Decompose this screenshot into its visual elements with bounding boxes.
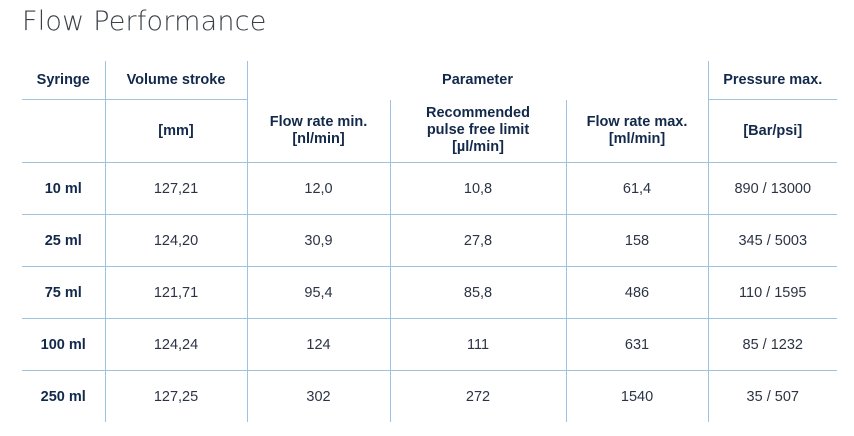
cell-pulse: 111 [389, 318, 566, 371]
cell-flow-min: 30,9 [246, 214, 390, 267]
cell-syringe: 75 ml [22, 266, 105, 319]
cell-flow-min: 95,4 [246, 266, 390, 319]
cell-stroke: 127,21 [104, 162, 247, 215]
header-unit-mm: [mm] [104, 99, 247, 163]
header-pulse-unit: [µl/min] [452, 139, 504, 156]
header-flow-max-label: Flow rate max. [586, 113, 688, 130]
header-flow-min-label: Flow rate min. [269, 113, 368, 130]
header-pulse-free-limit: Recommended pulse free limit [µl/min] [389, 99, 566, 163]
cell-flow-max: 61,4 [565, 162, 709, 215]
cell-flow-max: 158 [565, 214, 709, 267]
page-title: Flow Performance [22, 6, 267, 37]
header-row-units: [mm] Flow rate min. [nl/min] Recommended… [22, 99, 838, 163]
cell-flow-max: 1540 [565, 370, 709, 422]
header-row-primary: Syringe Volume stroke Parameter Pressure… [22, 61, 838, 100]
header-pulse-line1: Recommended [426, 105, 530, 122]
header-syringe-unit [22, 99, 105, 163]
cell-syringe: 10 ml [22, 162, 105, 215]
header-volume-stroke: Volume stroke [104, 61, 247, 100]
header-pressure-unit: [Bar/psi] [707, 99, 838, 163]
cell-pressure: 345 / 5003 [707, 214, 838, 267]
header-flow-max-unit: [ml/min] [608, 130, 666, 147]
header-pulse-line2: pulse free limit [426, 122, 530, 139]
cell-syringe: 250 ml [40, 388, 86, 405]
cell-stroke: 121,71 [104, 266, 247, 319]
flow-performance-table: Syringe Volume stroke Parameter Pressure… [22, 61, 838, 422]
cell-pressure: 35 / 507 [707, 370, 838, 422]
cell-pulse: 10,8 [389, 162, 566, 215]
header-flow-min: Flow rate min. [nl/min] [246, 99, 390, 163]
cell-pulse: 27,8 [389, 214, 566, 267]
header-pressure-max: Pressure max. [707, 61, 838, 100]
cell-flow-min: 302 [246, 370, 390, 422]
header-flow-max: Flow rate max. [ml/min] [565, 99, 709, 163]
table-row: 100 ml 124,24 124 111 631 85 / 1232 [22, 318, 838, 371]
cell-flow-min: 12,0 [246, 162, 390, 215]
table-row: 10 ml 127,21 12,0 10,8 61,4 890 / 13000 [22, 162, 838, 215]
table-row: 75 ml 121,71 95,4 85,8 486 110 / 1595 [22, 266, 838, 319]
cell-pressure: 890 / 13000 [707, 162, 838, 215]
cell-syringe: 100 ml [22, 318, 105, 371]
header-syringe: Syringe [22, 61, 105, 100]
cell-flow-min: 124 [246, 318, 390, 371]
cell-stroke: 127,25 [104, 370, 247, 422]
table-row: 250 ml 127,25 302 272 1540 35 / 507 [22, 370, 838, 422]
header-parameter: Parameter [246, 61, 709, 100]
header-flow-min-unit: [nl/min] [292, 130, 345, 147]
cell-pressure: 85 / 1232 [707, 318, 838, 371]
cell-flow-max: 631 [565, 318, 709, 371]
table-row: 25 ml 124,20 30,9 27,8 158 345 / 5003 [22, 214, 838, 267]
cell-pulse: 85,8 [389, 266, 566, 319]
cell-pulse: 272 [389, 370, 566, 422]
cell-syringe: 25 ml [22, 214, 105, 267]
cell-flow-max: 486 [565, 266, 709, 319]
cell-stroke: 124,24 [104, 318, 247, 371]
cell-stroke: 124,20 [104, 214, 247, 267]
cell-pressure: 110 / 1595 [707, 266, 838, 319]
